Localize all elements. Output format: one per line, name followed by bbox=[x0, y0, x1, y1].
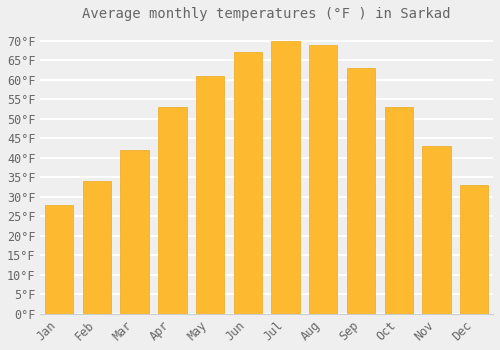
Bar bbox=[83, 181, 111, 314]
Bar bbox=[234, 52, 262, 314]
Title: Average monthly temperatures (°F ) in Sarkad: Average monthly temperatures (°F ) in Sa… bbox=[82, 7, 451, 21]
Bar bbox=[460, 185, 488, 314]
Bar bbox=[45, 205, 74, 314]
Bar bbox=[309, 45, 338, 314]
Bar bbox=[120, 150, 149, 314]
Bar bbox=[196, 76, 224, 314]
Bar bbox=[384, 107, 413, 314]
Bar bbox=[272, 41, 299, 314]
Bar bbox=[347, 68, 375, 314]
Bar bbox=[422, 146, 450, 314]
Bar bbox=[158, 107, 186, 314]
